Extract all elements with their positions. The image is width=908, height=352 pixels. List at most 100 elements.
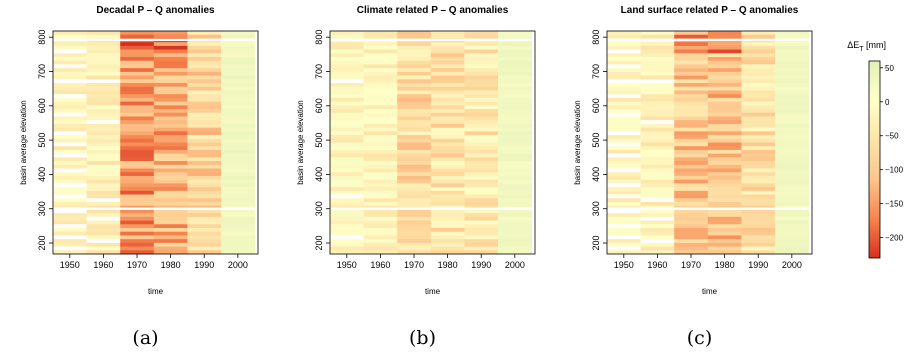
heat-cell bbox=[674, 246, 709, 251]
heat-cell bbox=[674, 239, 709, 244]
heat-cell bbox=[674, 116, 709, 121]
heat-cell bbox=[674, 42, 709, 47]
heat-cell bbox=[221, 239, 256, 244]
heat-cell bbox=[363, 79, 398, 84]
heat-cell bbox=[221, 131, 256, 136]
heat-cell bbox=[498, 175, 533, 181]
heat-cell bbox=[330, 235, 365, 240]
y-tick-label: 800 bbox=[591, 30, 601, 45]
heat-cell bbox=[707, 86, 742, 91]
heat-cell bbox=[153, 112, 188, 117]
heat-cell bbox=[741, 231, 776, 236]
heat-cell bbox=[86, 75, 121, 80]
heat-cell bbox=[86, 239, 121, 244]
heat-cell bbox=[674, 75, 709, 80]
heat-cell bbox=[464, 94, 499, 99]
heat-cell bbox=[221, 135, 256, 140]
heat-cell bbox=[775, 242, 810, 247]
heat-cell bbox=[187, 60, 222, 65]
heat-cell bbox=[330, 53, 365, 58]
heat-cell bbox=[86, 198, 121, 203]
heat-cell bbox=[86, 135, 121, 140]
heat-cell bbox=[86, 250, 121, 255]
heat-cell bbox=[397, 179, 432, 184]
heat-cell bbox=[464, 109, 499, 114]
heat-cell bbox=[53, 116, 88, 121]
heat-cell bbox=[775, 79, 810, 84]
heat-cell bbox=[53, 164, 88, 169]
heat-cell bbox=[674, 220, 709, 225]
heat-cell bbox=[674, 86, 709, 91]
heat-cell bbox=[53, 138, 88, 143]
heat-cell bbox=[640, 57, 675, 62]
heat-cell bbox=[363, 194, 398, 199]
heat-cell bbox=[53, 190, 88, 195]
heat-cell bbox=[397, 231, 432, 236]
heat-cell bbox=[498, 101, 533, 106]
heat-cell bbox=[221, 34, 256, 39]
heat-cell bbox=[674, 209, 709, 214]
heat-cell bbox=[607, 79, 642, 84]
heat-cell bbox=[430, 216, 465, 221]
heat-cell bbox=[607, 57, 642, 62]
heat-cell bbox=[430, 183, 465, 188]
heat-cell bbox=[674, 120, 709, 125]
heat-cell bbox=[430, 187, 465, 192]
heat-cell bbox=[464, 239, 499, 244]
heat-cell bbox=[741, 183, 776, 188]
heat-cell bbox=[498, 138, 533, 143]
heat-cell bbox=[120, 49, 155, 54]
x-tick-label: 1950 bbox=[60, 260, 80, 270]
heat-cell bbox=[430, 149, 465, 155]
heat-cell bbox=[397, 164, 432, 169]
heat-cell bbox=[430, 79, 465, 84]
heat-cell bbox=[741, 175, 776, 181]
heat-cell bbox=[640, 45, 675, 50]
heat-cell bbox=[741, 213, 776, 218]
heat-cell bbox=[153, 175, 188, 181]
heat-cell bbox=[187, 97, 222, 103]
heat-cell bbox=[707, 183, 742, 188]
heat-cell bbox=[707, 161, 742, 166]
heat-cell bbox=[330, 168, 365, 173]
heat-cell bbox=[120, 135, 155, 140]
heat-cell bbox=[464, 183, 499, 188]
heat-cell bbox=[707, 239, 742, 244]
heat-cell bbox=[120, 194, 155, 199]
heat-cell bbox=[775, 164, 810, 169]
heat-cell bbox=[741, 153, 776, 158]
heat-cell bbox=[153, 101, 188, 106]
heat-cell bbox=[430, 64, 465, 69]
heat-cell bbox=[640, 175, 675, 181]
heat-cell bbox=[741, 79, 776, 84]
heat-cell bbox=[153, 164, 188, 169]
x-tick-label: 1950 bbox=[337, 260, 357, 270]
heat-cell bbox=[775, 183, 810, 188]
heat-cell bbox=[464, 161, 499, 166]
y-tick-label: 600 bbox=[591, 98, 601, 113]
heat-cell bbox=[187, 112, 222, 117]
heat-cell bbox=[397, 146, 432, 151]
heat-cell bbox=[187, 123, 222, 129]
heat-cell bbox=[120, 109, 155, 114]
heat-cell bbox=[775, 53, 810, 58]
heat-cell bbox=[153, 90, 188, 95]
row-gap bbox=[53, 207, 258, 210]
heatmap-cells bbox=[53, 31, 258, 255]
heat-cell bbox=[397, 45, 432, 50]
heat-cell bbox=[330, 75, 365, 80]
heat-cell bbox=[120, 224, 155, 229]
heat-cell bbox=[498, 120, 533, 125]
heat-cell bbox=[330, 153, 365, 158]
heat-cell bbox=[707, 120, 742, 125]
heat-cell bbox=[397, 175, 432, 181]
heat-cell bbox=[640, 146, 675, 151]
heat-cell bbox=[86, 175, 121, 181]
heat-cell bbox=[741, 198, 776, 203]
heat-cell bbox=[53, 175, 88, 181]
heat-cell bbox=[464, 246, 499, 251]
heat-cell bbox=[498, 220, 533, 225]
heat-cell bbox=[397, 64, 432, 69]
heat-cell bbox=[330, 161, 365, 166]
heat-cell bbox=[775, 227, 810, 233]
